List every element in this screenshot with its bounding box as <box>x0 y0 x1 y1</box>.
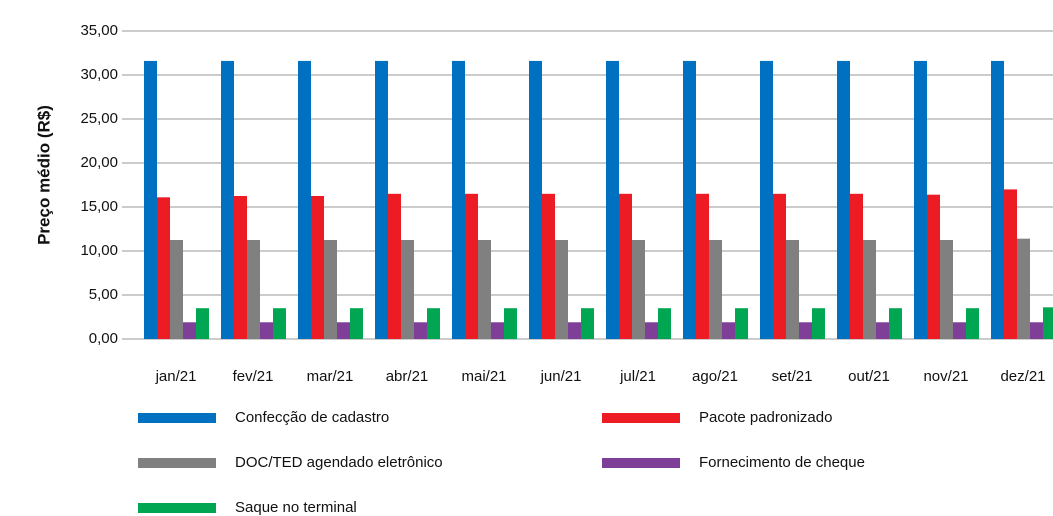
bar <box>452 60 465 340</box>
bar <box>683 60 696 340</box>
bar <box>850 193 863 339</box>
bar <box>144 60 157 340</box>
bar <box>555 240 568 339</box>
y-axis-label: Preço médio (R$) <box>34 105 53 245</box>
x-tick-label: mar/21 <box>307 368 354 385</box>
bar <box>478 240 491 339</box>
y-tick-label: 10,00 <box>80 242 118 259</box>
bar <box>940 240 953 339</box>
x-tick-label: ago/21 <box>692 368 738 385</box>
y-tick-label: 35,00 <box>80 22 118 39</box>
bar <box>568 322 581 339</box>
bar <box>632 240 645 339</box>
bar <box>914 60 927 340</box>
bar <box>812 308 825 339</box>
x-tick-label: jan/21 <box>155 368 197 385</box>
bar <box>1017 238 1030 339</box>
bar <box>786 240 799 339</box>
x-tick-label: jun/21 <box>540 368 582 385</box>
x-tick-label: dez/21 <box>1000 368 1045 385</box>
x-tick-label: set/21 <box>772 368 813 385</box>
legend-swatch <box>602 458 680 468</box>
legend-label: Pacote padronizado <box>699 409 832 426</box>
bar <box>1043 307 1053 339</box>
legend-swatch <box>138 503 216 513</box>
y-tick-label: 15,00 <box>80 198 118 215</box>
bar <box>876 322 889 339</box>
bar <box>414 322 427 339</box>
bar <box>311 196 324 339</box>
bar <box>1030 322 1043 339</box>
bar <box>234 196 247 339</box>
bar <box>722 322 735 339</box>
x-tick-label: out/21 <box>848 368 890 385</box>
bar <box>1004 189 1017 339</box>
bar <box>581 308 594 339</box>
bar <box>465 193 478 339</box>
bar <box>863 240 876 339</box>
bar <box>709 240 722 339</box>
x-tick-label: abr/21 <box>386 368 429 385</box>
bar <box>350 308 363 339</box>
bar <box>298 60 311 340</box>
y-tick-label: 30,00 <box>80 66 118 83</box>
bar <box>773 193 786 339</box>
bar <box>529 60 542 340</box>
bar <box>196 308 209 339</box>
bar <box>837 60 850 340</box>
bar <box>170 240 183 339</box>
legend-swatch <box>138 458 216 468</box>
x-tick-label: mai/21 <box>461 368 506 385</box>
x-tick-label: jul/21 <box>619 368 656 385</box>
y-tick-label: 5,00 <box>89 286 118 303</box>
bar <box>735 308 748 339</box>
bar <box>221 60 234 340</box>
bar <box>696 193 709 339</box>
bar <box>157 197 170 339</box>
y-tick-label: 25,00 <box>80 110 118 127</box>
x-tick-label: nov/21 <box>923 368 968 385</box>
y-tick-label: 0,00 <box>89 330 118 347</box>
bar <box>183 322 196 339</box>
bar <box>645 322 658 339</box>
legend-label: DOC/TED agendado eletrônico <box>235 454 443 471</box>
bar <box>375 60 388 340</box>
bar <box>337 322 350 339</box>
bar <box>542 193 555 339</box>
y-tick-label: 20,00 <box>80 154 118 171</box>
bar <box>273 308 286 339</box>
legend-label: Confecção de cadastro <box>235 409 389 426</box>
legend-swatch <box>602 413 680 423</box>
bar <box>927 194 940 339</box>
legend-label: Saque no terminal <box>235 499 357 516</box>
bar <box>401 240 414 339</box>
bar <box>427 308 440 339</box>
legend-label: Fornecimento de cheque <box>699 454 865 471</box>
bar <box>619 193 632 339</box>
bar <box>504 308 517 339</box>
bar <box>799 322 812 339</box>
bar <box>760 60 773 340</box>
bar <box>991 60 1004 340</box>
bar <box>889 308 902 339</box>
legend-swatch <box>138 413 216 423</box>
bar <box>260 322 273 339</box>
bar <box>388 193 401 339</box>
bar <box>606 60 619 340</box>
x-tick-label: fev/21 <box>233 368 274 385</box>
bar <box>324 240 337 339</box>
bar <box>658 308 671 339</box>
bar <box>247 240 260 339</box>
bar <box>966 308 979 339</box>
bar <box>953 322 966 339</box>
bar <box>491 322 504 339</box>
